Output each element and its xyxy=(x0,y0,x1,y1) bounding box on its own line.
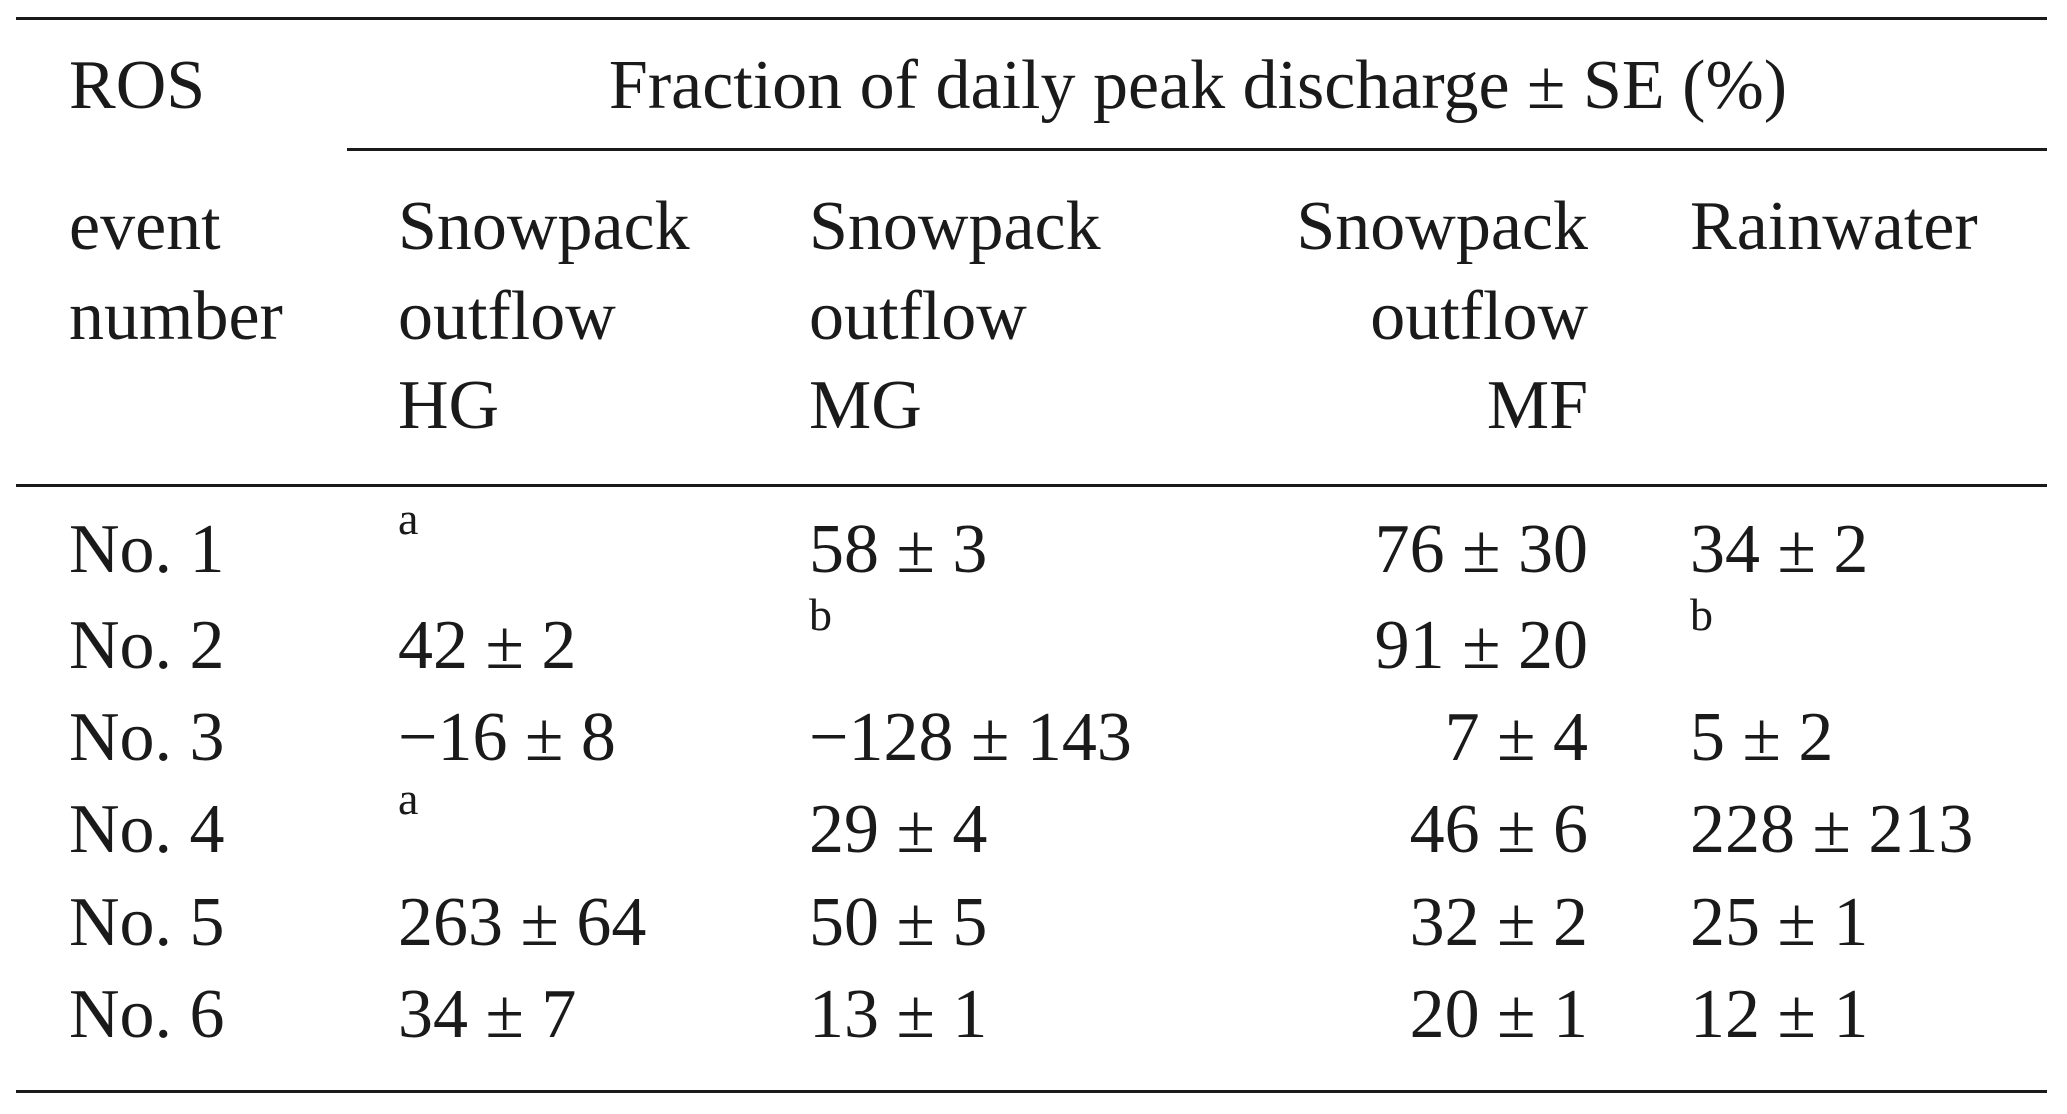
table-cell: 12 ± 1 xyxy=(1690,976,1869,1053)
row-event-label: No. 6 xyxy=(69,976,225,1053)
row-event-label: No. 2 xyxy=(69,607,225,684)
spanner-title: Fraction of daily peak discharge ± SE (%… xyxy=(608,47,1788,124)
table-cell: 20 ± 1 xyxy=(1409,976,1588,1053)
column-header-1-line-1: Snowpack xyxy=(398,188,690,265)
table-cell: 7 ± 4 xyxy=(1444,699,1588,776)
footnote-marker: a xyxy=(398,493,419,544)
table-cell: 32 ± 2 xyxy=(1409,884,1588,961)
column-header-2-line-2: outflow xyxy=(809,278,1027,355)
ros-label: ROS xyxy=(69,47,206,124)
row-event-label: No. 4 xyxy=(69,791,225,868)
column-header-3-line-1: Snowpack xyxy=(1296,188,1588,265)
event-number-label-2: number xyxy=(69,278,283,355)
top-rule xyxy=(16,17,2047,20)
column-header-3-line-2: outflow xyxy=(1370,278,1588,355)
column-header-4-line-1: Rainwater xyxy=(1690,188,1978,265)
table-cell: 29 ± 4 xyxy=(809,791,988,868)
table-cell: 42 ± 2 xyxy=(398,607,577,684)
footnote-marker: b xyxy=(1690,589,1713,640)
table-cell: 50 ± 5 xyxy=(809,884,988,961)
table-cell: 76 ± 30 xyxy=(1374,511,1588,588)
footnote-marker: a xyxy=(398,773,419,824)
table-cell: −128 ± 143 xyxy=(809,699,1132,776)
table-cell: 228 ± 213 xyxy=(1690,791,1974,868)
table-cell: 263 ± 64 xyxy=(398,884,647,961)
table-cell: 13 ± 1 xyxy=(809,976,988,1053)
row-event-label: No. 3 xyxy=(69,699,225,776)
header-rule xyxy=(16,484,2047,487)
column-header-1-line-2: outflow xyxy=(398,278,616,355)
row-event-label: No. 1 xyxy=(69,511,225,588)
column-header-3-line-3: MF xyxy=(1486,367,1588,444)
column-header-2-line-3: MG xyxy=(809,367,922,444)
table-cell: 34 ± 7 xyxy=(398,976,577,1053)
table-cell: 91 ± 20 xyxy=(1374,607,1588,684)
table-cell: 46 ± 6 xyxy=(1409,791,1588,868)
spanner-rule xyxy=(347,148,2047,151)
table-cell: 25 ± 1 xyxy=(1690,884,1869,961)
table-cell: −16 ± 8 xyxy=(398,699,616,776)
bottom-rule xyxy=(16,1090,2047,1093)
table-cell: 34 ± 2 xyxy=(1690,511,1869,588)
column-header-1-line-3: HG xyxy=(398,367,500,444)
column-header-2-line-1: Snowpack xyxy=(809,188,1101,265)
row-event-label: No. 5 xyxy=(69,884,225,961)
table-cell: 58 ± 3 xyxy=(809,511,988,588)
table-cell: 5 ± 2 xyxy=(1690,699,1834,776)
footnote-marker: b xyxy=(809,589,832,640)
event-number-label-1: event xyxy=(69,188,221,265)
